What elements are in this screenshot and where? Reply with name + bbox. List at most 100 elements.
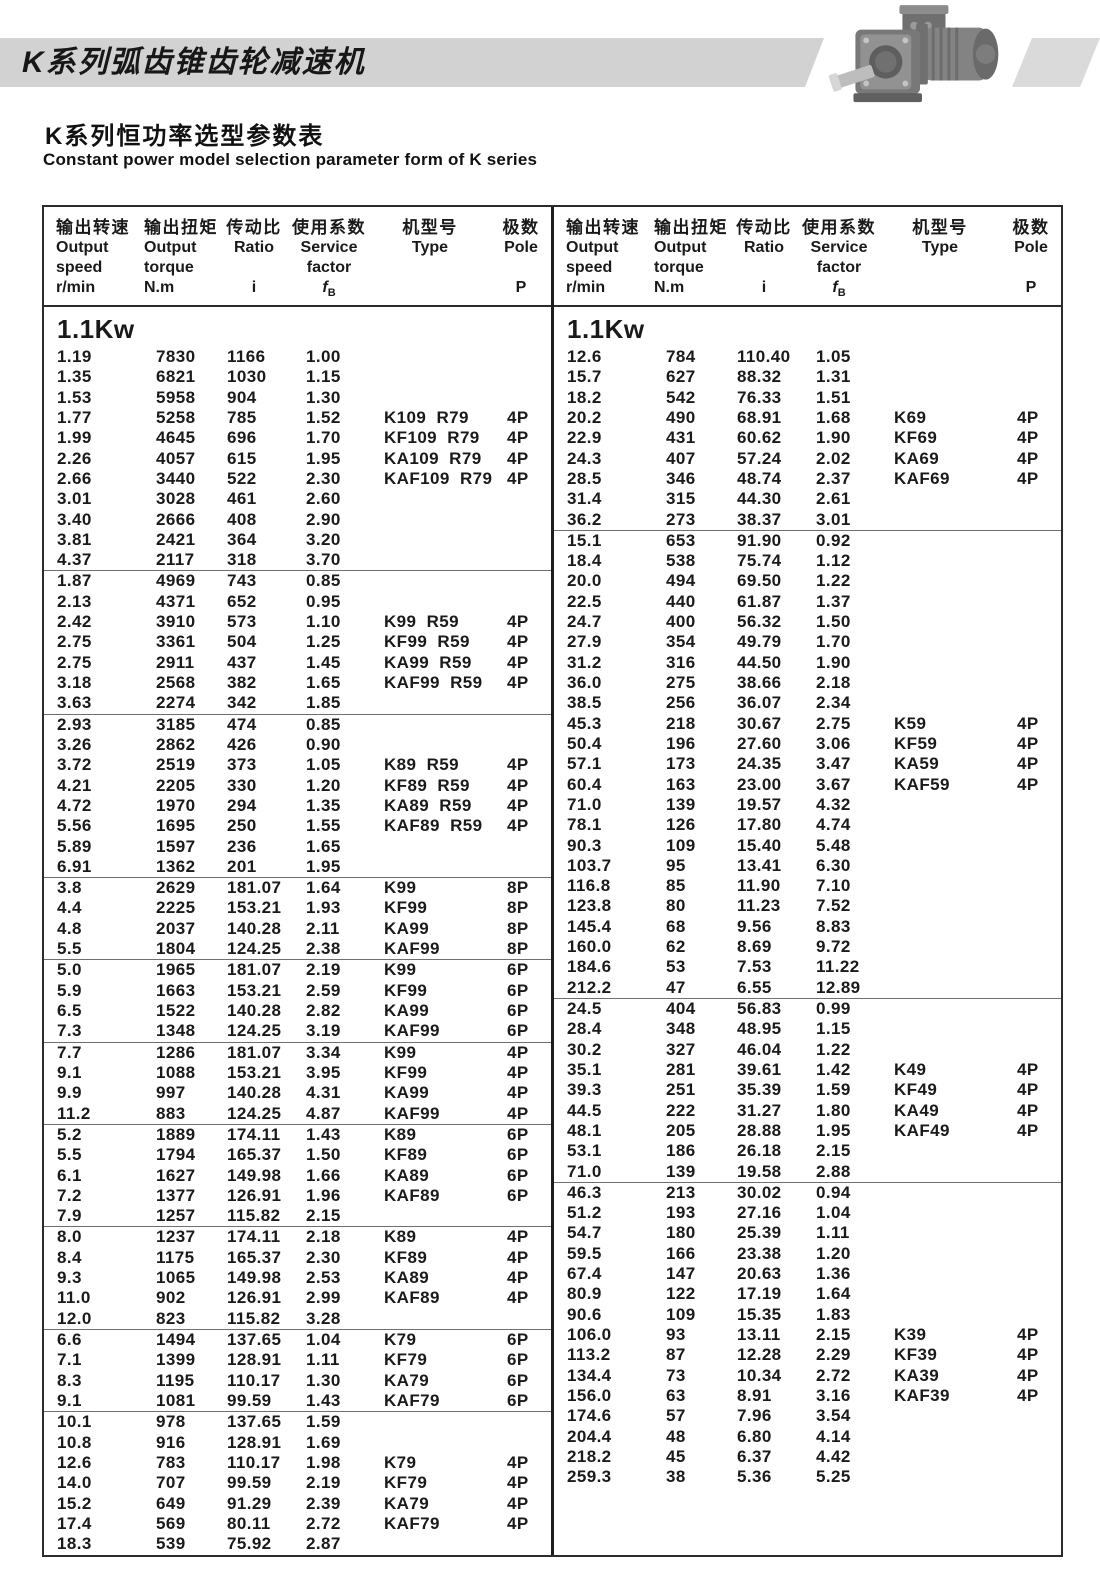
torque-cell: 273 bbox=[666, 509, 696, 529]
torque-cell: 1663 bbox=[156, 980, 196, 1000]
table-row: 48.1 205 28.88 1.95 KAF49 4P bbox=[554, 1121, 1061, 1141]
table-row: 160.0 62 8.69 9.72 bbox=[554, 937, 1061, 957]
ratio-cell: 30.67 bbox=[737, 713, 782, 733]
torque-cell: 2666 bbox=[156, 509, 196, 529]
torque-cell: 315 bbox=[666, 489, 696, 509]
ratio-cell: 80.11 bbox=[227, 1513, 271, 1533]
service-factor-cell: 1.15 bbox=[816, 1019, 851, 1039]
ratio-cell: 785 bbox=[227, 407, 257, 427]
pole-cell: 4P bbox=[507, 1083, 529, 1103]
type-cell: KF89 R59 bbox=[384, 775, 470, 795]
ratio-cell: 24.35 bbox=[737, 754, 782, 774]
ratio-cell: 44.30 bbox=[737, 489, 782, 509]
table-row: 7.7 1286 181.07 3.34 K99 4P bbox=[44, 1043, 551, 1063]
torque-cell: 63 bbox=[666, 1385, 686, 1405]
ratio-cell: 153.21 bbox=[227, 980, 282, 1000]
pole-cell: 4P bbox=[1017, 733, 1039, 753]
speed-cell: 51.2 bbox=[567, 1203, 602, 1223]
speed-cell: 7.2 bbox=[57, 1185, 82, 1205]
gear-reducer-photo bbox=[828, 5, 999, 103]
speed-cell: 2.93 bbox=[57, 714, 92, 734]
service-factor-cell: 1.50 bbox=[306, 1145, 341, 1165]
service-factor-cell: 3.06 bbox=[816, 733, 851, 753]
speed-cell: 10.1 bbox=[57, 1412, 92, 1432]
ratio-cell: 474 bbox=[227, 714, 257, 734]
torque-cell: 316 bbox=[666, 652, 696, 672]
torque-cell: 62 bbox=[666, 937, 686, 957]
torque-cell: 281 bbox=[666, 1059, 696, 1079]
speed-cell: 57.1 bbox=[567, 754, 602, 774]
speed-cell: 15.7 bbox=[567, 367, 602, 387]
torque-cell: 354 bbox=[666, 632, 696, 652]
speed-cell: 174.6 bbox=[567, 1406, 612, 1426]
torque-cell: 1965 bbox=[156, 960, 196, 980]
torque-cell: 1695 bbox=[156, 816, 196, 836]
service-factor-cell: 7.10 bbox=[816, 876, 851, 896]
table-row: 24.5 404 56.83 0.99 bbox=[554, 999, 1061, 1019]
service-factor-cell: 1.05 bbox=[816, 347, 851, 366]
torque-cell: 404 bbox=[666, 999, 696, 1018]
service-factor-cell: 12.89 bbox=[816, 977, 861, 997]
torque-cell: 2274 bbox=[156, 693, 196, 713]
table-row: 5.5 1804 124.25 2.38 KAF99 8P bbox=[44, 939, 551, 959]
ratio-cell: 181.07 bbox=[227, 960, 282, 980]
type-cell: KAF99 bbox=[384, 939, 440, 959]
table-row: 2.93 3185 474 0.85 bbox=[44, 715, 551, 735]
type-cell: KF99 bbox=[384, 898, 428, 918]
service-factor-cell: 1.52 bbox=[306, 407, 341, 427]
speed-cell: 7.7 bbox=[57, 1042, 82, 1062]
ratio-cell: 23.38 bbox=[737, 1243, 782, 1263]
speed-cell: 46.3 bbox=[567, 1182, 602, 1202]
pole-cell: 4P bbox=[507, 468, 529, 488]
speed-cell: 12.6 bbox=[567, 347, 602, 366]
torque-cell: 147 bbox=[666, 1264, 696, 1284]
speed-cell: 24.3 bbox=[567, 448, 602, 468]
ratio-cell: 36.07 bbox=[737, 693, 782, 713]
ratio-cell: 38.37 bbox=[737, 509, 782, 529]
speed-cell: 4.37 bbox=[57, 550, 92, 570]
torque-cell: 48 bbox=[666, 1426, 686, 1446]
speed-cell: 4.8 bbox=[57, 918, 82, 938]
torque-cell: 494 bbox=[666, 571, 696, 591]
ratio-cell: 149.98 bbox=[227, 1268, 282, 1288]
service-factor-cell: 1.22 bbox=[816, 1039, 851, 1059]
ratio-cell: 28.88 bbox=[737, 1120, 782, 1140]
service-factor-cell: 1.10 bbox=[306, 612, 341, 632]
service-factor-cell: 0.85 bbox=[306, 714, 341, 734]
table-row: 103.7 95 13.41 6.30 bbox=[554, 856, 1061, 876]
table-row: 12.6 784 110.40 1.05 bbox=[554, 347, 1061, 367]
speed-cell: 28.5 bbox=[567, 468, 602, 488]
speed-cell: 39.3 bbox=[567, 1080, 602, 1100]
service-factor-cell: 2.30 bbox=[306, 468, 341, 488]
table-row: 24.7 400 56.32 1.50 bbox=[554, 612, 1061, 632]
table-row: 71.0 139 19.58 2.88 bbox=[554, 1162, 1061, 1182]
table-row: 71.0 139 19.57 4.32 bbox=[554, 795, 1061, 815]
speed-cell: 5.2 bbox=[57, 1124, 82, 1144]
speed-cell: 116.8 bbox=[567, 876, 611, 896]
speed-cell: 8.0 bbox=[57, 1227, 82, 1247]
service-factor-cell: 1.11 bbox=[816, 1223, 850, 1243]
torque-cell: 95 bbox=[666, 855, 686, 875]
table-row: 5.0 1965 181.07 2.19 K99 6P bbox=[44, 960, 551, 980]
speed-cell: 44.5 bbox=[567, 1100, 602, 1120]
service-factor-cell: 1.96 bbox=[306, 1185, 341, 1205]
service-factor-cell: 2.15 bbox=[816, 1325, 851, 1344]
speed-cell: 5.56 bbox=[57, 816, 92, 836]
ratio-cell: 38.66 bbox=[737, 673, 782, 692]
service-factor-cell: 6.30 bbox=[816, 855, 851, 875]
table-row: 36.2 273 38.37 3.01 bbox=[554, 510, 1061, 530]
ratio-cell: 26.18 bbox=[737, 1141, 782, 1161]
torque-cell: 997 bbox=[156, 1083, 186, 1103]
torque-cell: 1257 bbox=[156, 1206, 196, 1226]
ratio-cell: 13.41 bbox=[737, 855, 782, 875]
speed-cell: 8.3 bbox=[57, 1370, 82, 1390]
service-factor-cell: 1.50 bbox=[816, 612, 851, 632]
speed-cell: 3.18 bbox=[57, 673, 92, 692]
torque-cell: 649 bbox=[156, 1493, 186, 1513]
service-factor-cell: 1.90 bbox=[816, 428, 851, 448]
pole-cell: 4P bbox=[1017, 774, 1039, 794]
pole-cell: 8P bbox=[507, 878, 529, 898]
table-section: 3.8 2629 181.07 1.64 K99 8P 4.4 2225 153.21 1.93 K… bbox=[44, 877, 551, 959]
table-section: 5.0 1965 181.07 2.19 K99 6P 5.9 1663 153.21 2.59 K… bbox=[44, 959, 551, 1041]
pole-cell: 4P bbox=[507, 1042, 529, 1062]
